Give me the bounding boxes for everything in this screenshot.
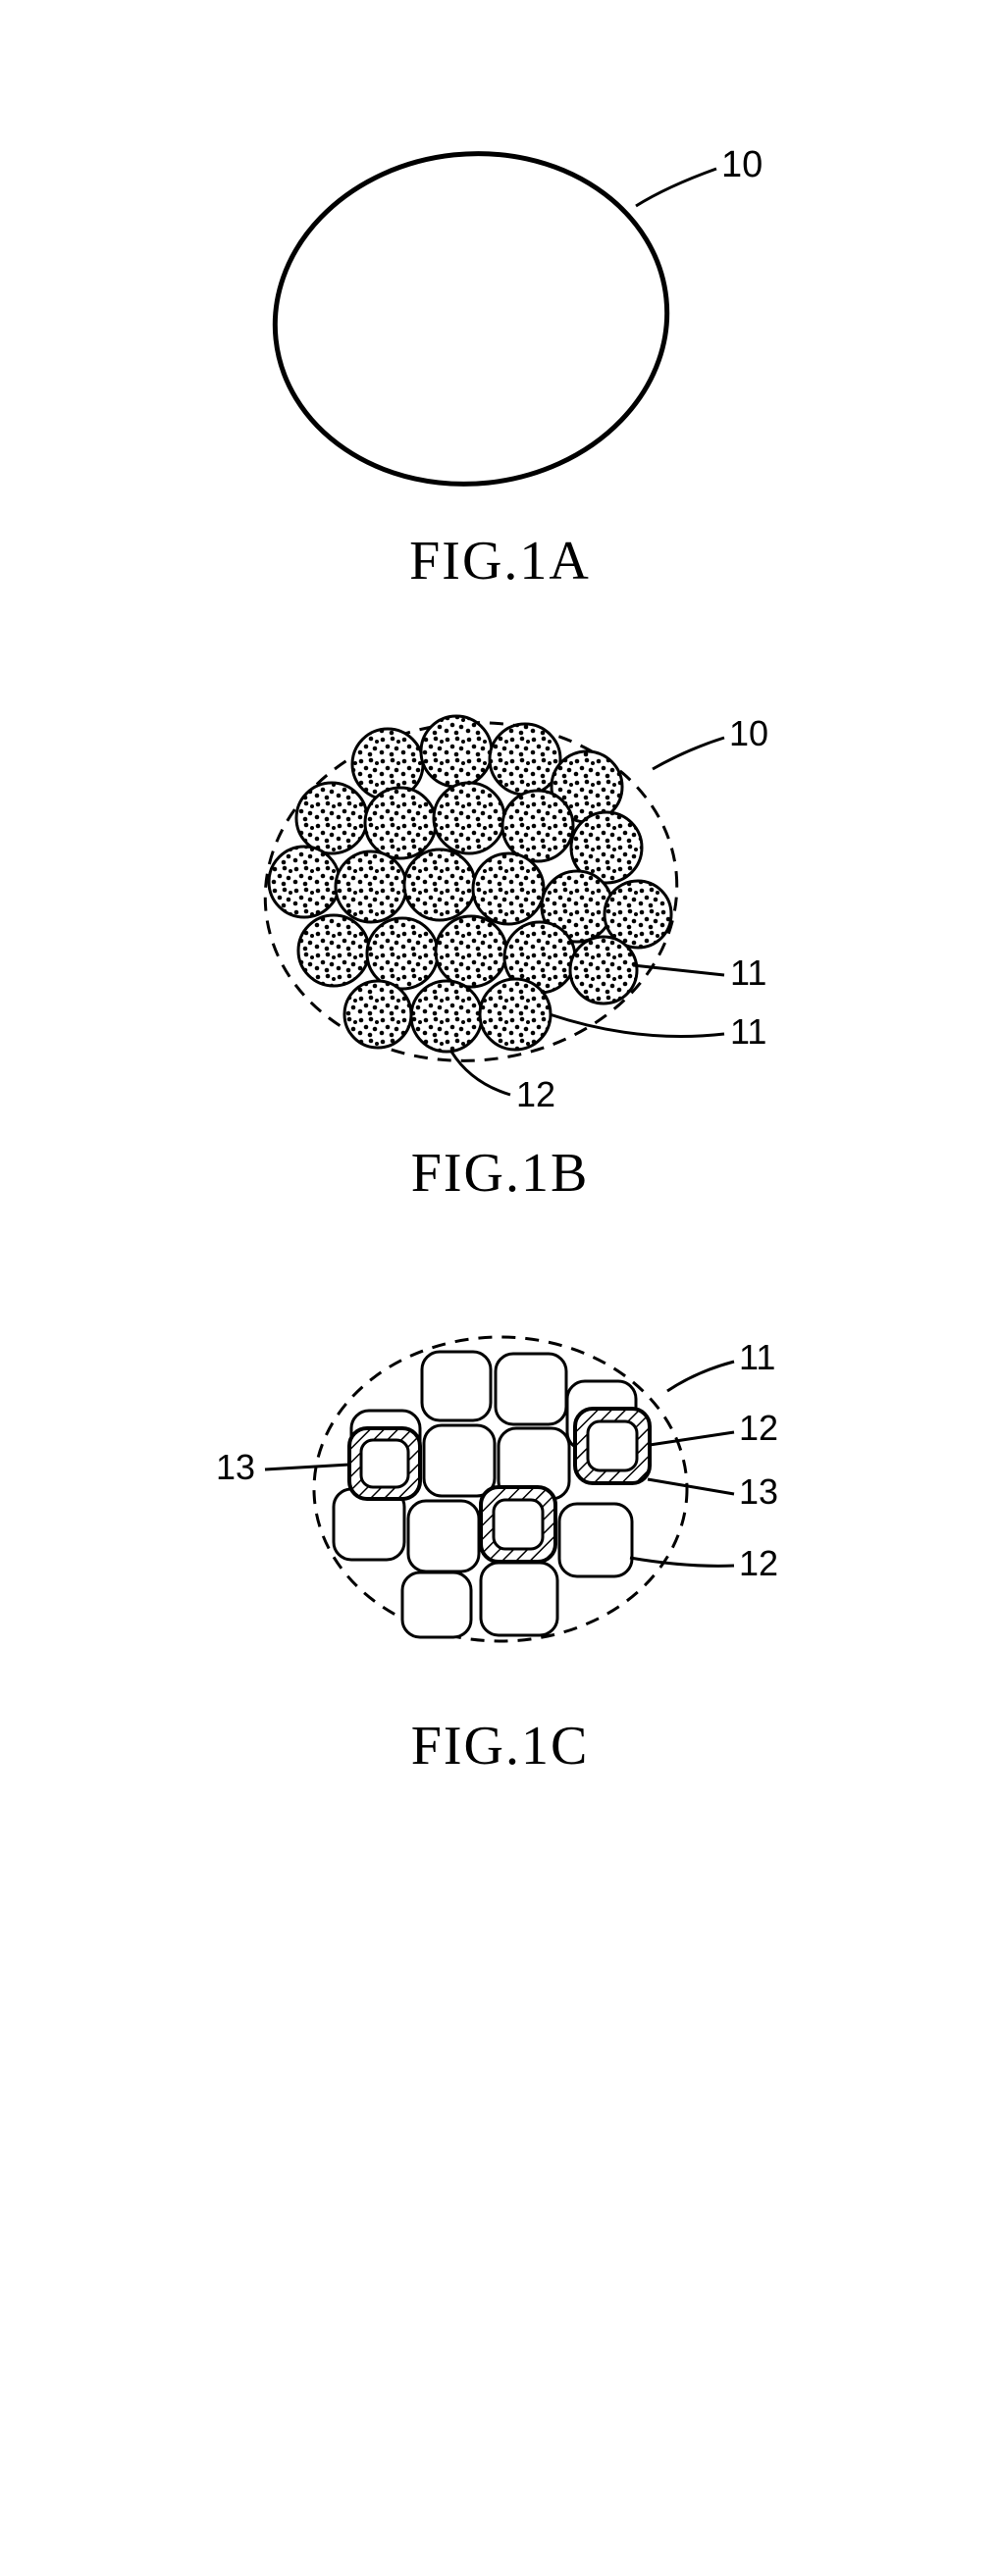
label-c-13a: 13 <box>739 1471 778 1512</box>
figure-1a-svg: 10 <box>226 98 775 510</box>
label-b-11b: 11 <box>730 1011 766 1052</box>
leader-line-c-13b <box>265 1465 349 1469</box>
caption-1c: FIG.1C <box>411 1715 590 1777</box>
figure-1b-svg: 10 11 11 12 <box>206 671 795 1122</box>
subunits-group <box>269 716 671 1052</box>
label-10: 10 <box>721 144 763 185</box>
caption-1b: FIG.1B <box>411 1142 590 1205</box>
leader-line-b-10 <box>653 738 724 769</box>
figure-1a: 10 FIG.1A <box>226 98 775 671</box>
leader-line-10 <box>636 169 716 206</box>
caption-1a: FIG.1A <box>409 530 591 592</box>
label-b-12: 12 <box>516 1074 555 1114</box>
figure-1c: 11 12 13 12 13 FIG.1C <box>196 1283 805 1856</box>
leader-line-c-11 <box>667 1362 734 1391</box>
leader-line-c-12b <box>630 1558 734 1566</box>
leader-line-b-12 <box>451 1052 510 1095</box>
leader-line-c-13a <box>648 1479 734 1494</box>
label-c-11: 11 <box>739 1337 775 1377</box>
figure-1c-svg: 11 12 13 12 13 <box>196 1283 805 1695</box>
label-b-11a: 11 <box>730 953 766 993</box>
label-c-12a: 12 <box>739 1408 778 1448</box>
figure-container: 10 FIG.1A <box>0 0 1000 1856</box>
leader-line-c-12a <box>650 1432 734 1445</box>
label-c-13b: 13 <box>216 1447 255 1487</box>
label-c-12b: 12 <box>739 1543 778 1583</box>
figure-1b: 10 11 11 12 FIG.1B <box>206 671 795 1283</box>
ellipse-outer <box>258 134 683 503</box>
label-b-10: 10 <box>729 713 768 753</box>
